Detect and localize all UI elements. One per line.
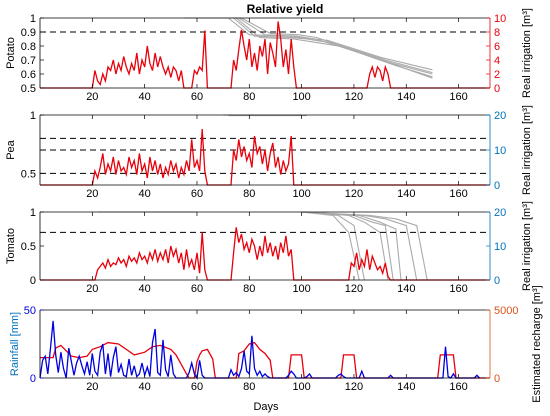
tomato-irrigation-line	[40, 227, 490, 281]
rainfall-recharge-panel: 20 40 60 80 100 120 140 160 0 50 0 5000 Rainfall [m…	[9, 285, 543, 402]
tomato-y2label: Real irrigation [m³]	[521, 201, 533, 291]
y-tick-label: 0	[30, 373, 36, 385]
x-tick-label: 80	[243, 91, 255, 103]
y-tick-label: 1	[30, 13, 36, 25]
tomato-ylabel: Tomato	[5, 228, 17, 264]
tomato-yield-curves	[97, 211, 428, 281]
y-tick-label: 0.5	[21, 168, 36, 180]
y2-tick-label: 0	[494, 83, 500, 95]
y-tick-label: 0	[30, 275, 36, 287]
x-tick-label: 20	[86, 91, 98, 103]
y2-tick-label: 0	[494, 275, 500, 287]
x-tick-label: 160	[449, 283, 467, 295]
x-tick-label: 100	[292, 188, 310, 200]
x-tick-label: 20	[86, 283, 98, 295]
pea-irrigation-line	[40, 128, 490, 186]
pea-y2label: Real irrigation [m³]	[521, 105, 533, 195]
y-tick-label: 1	[30, 110, 36, 122]
x-tick-label: 140	[397, 283, 415, 295]
pea-ylabel: Pea	[5, 139, 17, 159]
y2-tick-label: 4	[494, 55, 500, 67]
x-tick-label: 160	[449, 91, 467, 103]
x-tick-label: 100	[292, 283, 310, 295]
y2-tick-label: 10	[494, 13, 506, 25]
yield-curve	[202, 17, 433, 79]
x-tick-label: 120	[345, 188, 363, 200]
rainfall-axes: 20 40 60 80 100 120 140 160 0 50 0 5000	[24, 305, 519, 393]
x-tick-label: 160	[449, 188, 467, 200]
y-tick-label: 0.5	[21, 241, 36, 253]
x-tick-label: 40	[139, 381, 151, 393]
y2-tick-label: 10	[494, 145, 506, 157]
x-tick-label: 20	[86, 381, 98, 393]
y2-tick-label: 0	[494, 373, 500, 385]
x-tick-label: 80	[243, 381, 255, 393]
x-tick-label: 100	[292, 381, 310, 393]
y2-tick-label: 8	[494, 27, 500, 39]
x-tick-label: 80	[243, 188, 255, 200]
yield-curve	[183, 17, 433, 71]
y-tick-label: 0.9	[21, 27, 36, 39]
x-tick-label: 80	[243, 283, 255, 295]
y-tick-label: 0.6	[21, 69, 36, 81]
x-tick-label: 20	[86, 188, 98, 200]
y2-tick-label: 20	[494, 110, 506, 122]
y2-tick-label: 2	[494, 69, 500, 81]
potato-panel: 20 40 60 80 100 120 140 1600.50.60.70.80.910246…	[5, 8, 533, 103]
y-tick-label: 50	[24, 305, 36, 317]
figure-title: Relative yield	[247, 2, 324, 16]
x-tick-label: 60	[191, 283, 203, 295]
potato-ylabel: Potato	[5, 37, 17, 69]
potato-y2label: Real irrigation [m³]	[521, 8, 533, 98]
x-tick-label: 140	[397, 188, 415, 200]
yield-curve	[189, 17, 433, 74]
x-tick-label: 120	[345, 283, 363, 295]
y-tick-label: 0.5	[21, 83, 36, 95]
yield-curve	[301, 211, 428, 281]
x-tick-label: 120	[345, 381, 363, 393]
x-tick-label: 60	[191, 91, 203, 103]
x-axis-label: Days	[253, 401, 279, 413]
recharge-y2label: Estimated recharge [m³]	[531, 285, 543, 402]
rainfall-ylabel: Rainfall [mm]	[9, 312, 21, 376]
y2-tick-label: 20	[494, 207, 506, 219]
x-tick-label: 40	[139, 283, 151, 295]
y2-tick-label: 0	[494, 180, 500, 192]
y2-tick-label: 6	[494, 41, 500, 53]
x-tick-label: 120	[345, 91, 363, 103]
x-tick-label: 160	[449, 381, 467, 393]
y-tick-label: 0.8	[21, 41, 36, 53]
x-tick-label: 40	[139, 188, 151, 200]
potato-axes: 20 40 60 80 100 120 140 1600.50.60.70.80.910246…	[21, 13, 507, 103]
y2-tick-label: 5000	[494, 305, 518, 317]
potato-irrigation-line	[40, 21, 490, 89]
x-tick-label: 140	[397, 381, 415, 393]
x-tick-label: 60	[191, 381, 203, 393]
y-tick-label: 0.7	[21, 55, 36, 67]
x-tick-label: 100	[292, 91, 310, 103]
x-tick-label: 140	[397, 91, 415, 103]
y2-tick-label: 10	[494, 241, 506, 253]
y-tick-label: 1	[30, 207, 36, 219]
x-tick-label: 40	[139, 91, 151, 103]
potato-yield-curves	[183, 17, 433, 79]
x-tick-label: 60	[191, 188, 203, 200]
